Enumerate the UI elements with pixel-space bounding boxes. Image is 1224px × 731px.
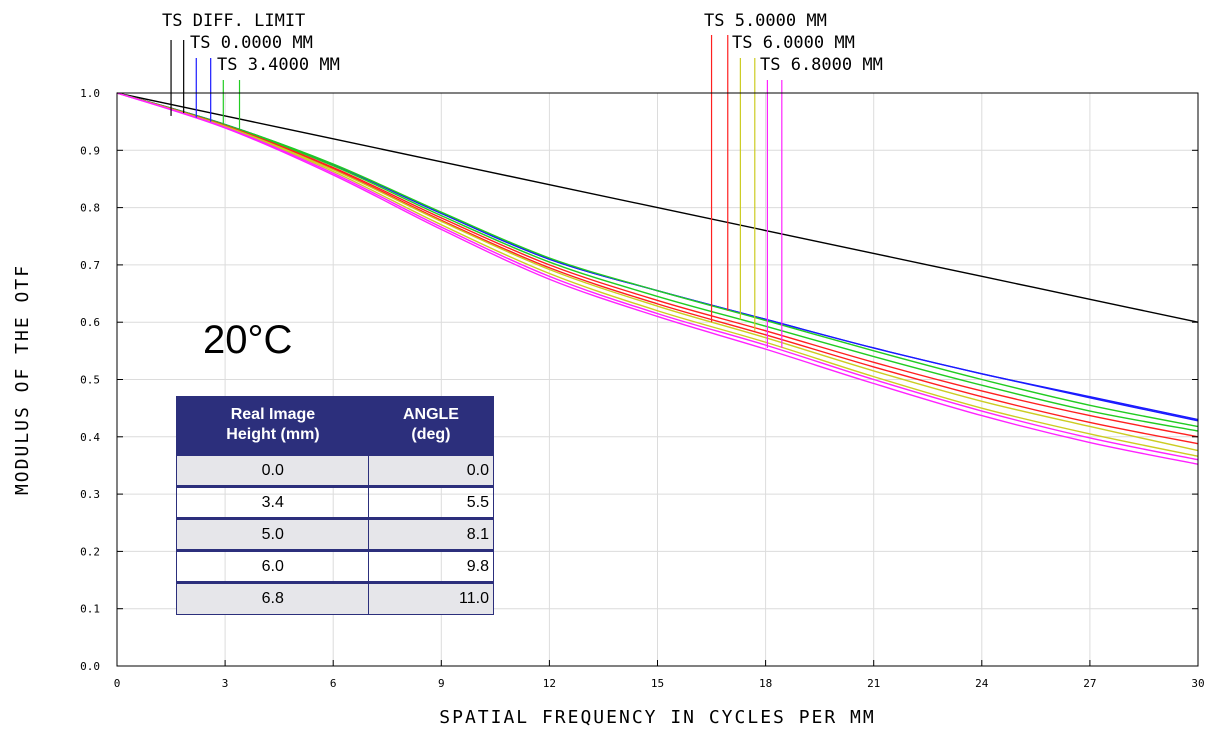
x-tick-label: 30 bbox=[1191, 677, 1204, 690]
y-axis-label: MODULUS OF THE OTF bbox=[12, 264, 33, 495]
header-height-line1: Real Image bbox=[231, 406, 315, 423]
cell-angle: 0.0 bbox=[369, 455, 494, 487]
cell-image-height: 6.0 bbox=[177, 551, 369, 583]
cell-angle: 5.5 bbox=[369, 487, 494, 519]
x-tick-label: 27 bbox=[1083, 677, 1096, 690]
y-tick-label: 0.9 bbox=[80, 144, 100, 157]
table-header-angle: ANGLE (deg) bbox=[369, 397, 494, 455]
x-tick-label: 0 bbox=[114, 677, 121, 690]
x-tick-label: 6 bbox=[330, 677, 337, 690]
legend-label: TS DIFF. LIMIT bbox=[162, 11, 305, 31]
y-tick-label: 1.0 bbox=[80, 87, 100, 100]
temperature-annotation: 20°C bbox=[203, 318, 292, 362]
table-header-row: Real Image Height (mm) ANGLE (deg) bbox=[177, 397, 494, 455]
cell-angle: 11.0 bbox=[369, 583, 494, 615]
cell-image-height: 5.0 bbox=[177, 519, 369, 551]
x-axis-label: SPATIAL FREQUENCY IN CYCLES PER MM bbox=[439, 707, 875, 728]
x-tick-label: 3 bbox=[222, 677, 229, 690]
table-row: 6.0 9.8 bbox=[177, 551, 494, 583]
y-tick-label: 0.7 bbox=[80, 259, 100, 272]
table-body: 0.0 0.0 3.4 5.5 5.0 8.1 6.0 9.8 6.8 11.0 bbox=[177, 455, 494, 615]
field-table: Real Image Height (mm) ANGLE (deg) 0.0 0.0 3… bbox=[176, 396, 494, 615]
cell-angle: 9.8 bbox=[369, 551, 494, 583]
x-tick-label: 9 bbox=[438, 677, 445, 690]
x-tick-labels: 0 3 6 9 12 15 18 21 24 27 30 bbox=[114, 660, 1205, 690]
table-row: 6.8 11.0 bbox=[177, 583, 494, 615]
y-tick-label: 0.5 bbox=[80, 374, 100, 387]
x-tick-label: 12 bbox=[543, 677, 556, 690]
table-row: 5.0 8.1 bbox=[177, 519, 494, 551]
table-header-height: Real Image Height (mm) bbox=[177, 397, 369, 455]
cell-image-height: 6.8 bbox=[177, 583, 369, 615]
legend-label: TS 0.0000 MM bbox=[190, 33, 313, 53]
legend-label: TS 3.4000 MM bbox=[217, 55, 340, 75]
y-tick-label: 0.3 bbox=[80, 488, 100, 501]
x-tick-label: 24 bbox=[975, 677, 989, 690]
cell-image-height: 0.0 bbox=[177, 455, 369, 487]
y-tick-label: 0.2 bbox=[80, 545, 100, 558]
legend-lines bbox=[171, 35, 782, 348]
y-tick-label: 0.6 bbox=[80, 316, 100, 329]
y-tick-label: 0.1 bbox=[80, 603, 100, 616]
cell-image-height: 3.4 bbox=[177, 487, 369, 519]
legend-label: TS 6.0000 MM bbox=[732, 33, 855, 53]
cell-angle: 8.1 bbox=[369, 519, 494, 551]
y-tick-label: 0.0 bbox=[80, 660, 100, 673]
table-row: 0.0 0.0 bbox=[177, 455, 494, 487]
header-angle-line2: (deg) bbox=[411, 426, 450, 443]
x-tick-label: 21 bbox=[867, 677, 880, 690]
table-row: 3.4 5.5 bbox=[177, 487, 494, 519]
header-angle-line1: ANGLE bbox=[403, 406, 459, 423]
y-tick-label: 0.8 bbox=[80, 202, 100, 215]
header-height-line2: Height (mm) bbox=[226, 426, 319, 443]
x-tick-label: 18 bbox=[759, 677, 772, 690]
legend-label: TS 5.0000 MM bbox=[704, 11, 827, 31]
legend-label: TS 6.8000 MM bbox=[760, 55, 883, 75]
y-tick-label: 0.4 bbox=[80, 431, 100, 444]
x-tick-label: 15 bbox=[651, 677, 664, 690]
